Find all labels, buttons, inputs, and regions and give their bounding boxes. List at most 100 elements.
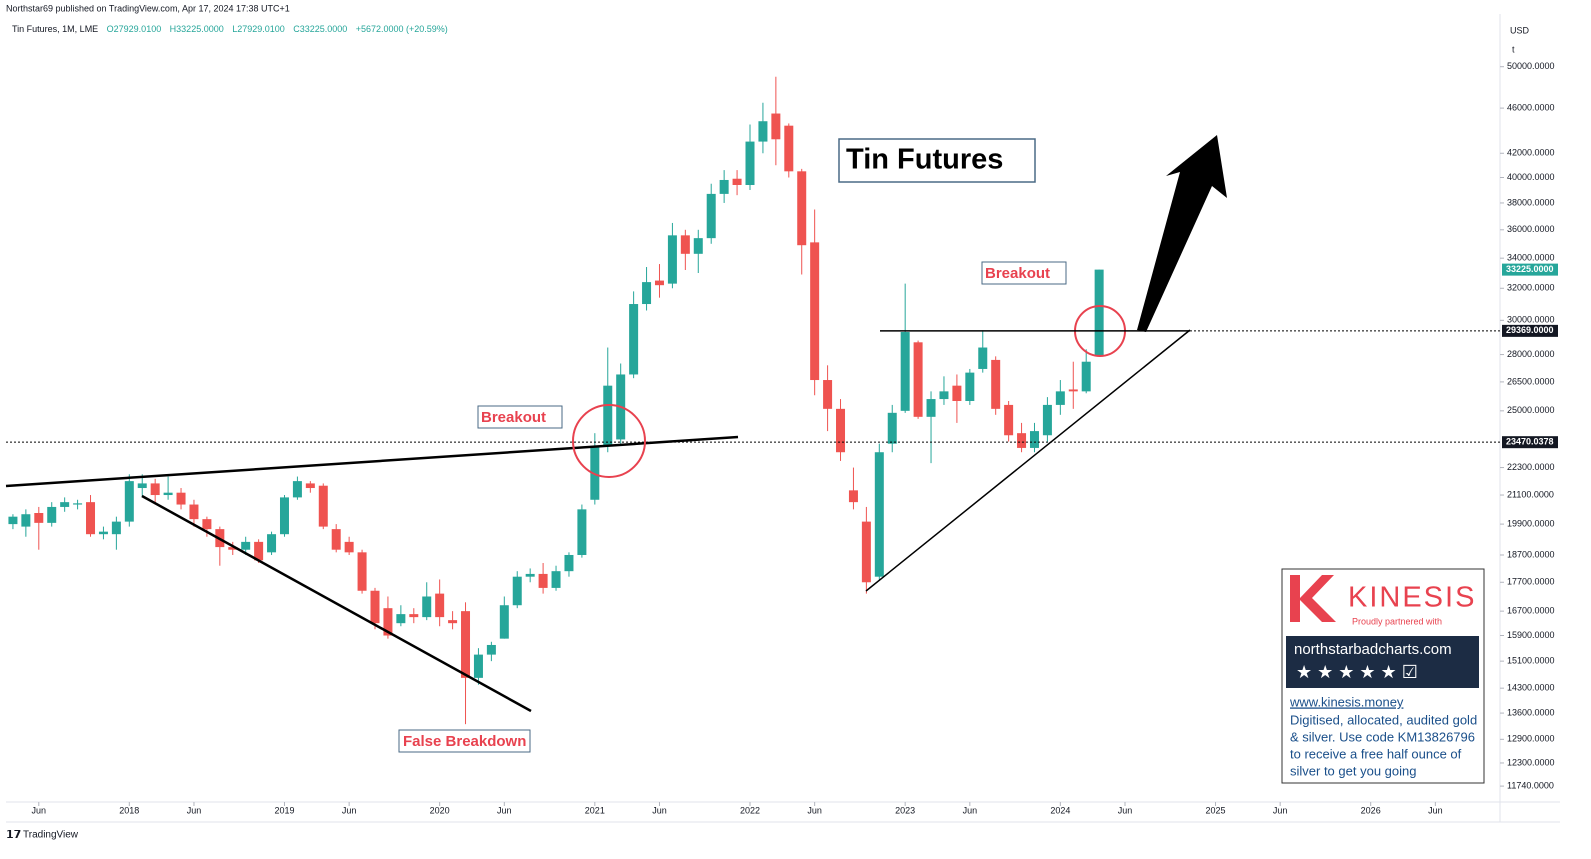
y-tick-label: 18700.0000 — [1507, 549, 1555, 559]
candle-body — [732, 178, 742, 185]
candle-body — [473, 654, 483, 678]
candle-body — [564, 554, 574, 572]
ad-stars: ★ ★ ★ ★ ★ ☑ — [1296, 662, 1418, 682]
candle-body — [124, 481, 134, 522]
candle-body — [448, 620, 458, 624]
candle-body — [887, 412, 897, 444]
y-tick-label: 12900.0000 — [1507, 734, 1555, 744]
candle-body — [680, 235, 690, 254]
x-tick-label: Jun — [32, 805, 47, 815]
x-tick-label: 2025 — [1206, 805, 1226, 815]
candle-body — [848, 490, 858, 503]
ad-banner — [1286, 636, 1479, 688]
price-line-label: 23470.0378 — [1506, 437, 1554, 447]
candle-body — [98, 531, 108, 535]
annotation-box — [398, 729, 531, 753]
price-line-label: 29369.0000 — [1506, 325, 1554, 335]
candle-body — [810, 242, 820, 381]
x-tick-label: 2023 — [895, 805, 915, 815]
candle-body — [1017, 433, 1027, 448]
candle-body — [719, 179, 729, 194]
ad-text: & silver. Use code KM13826796 — [1290, 729, 1475, 744]
close: C33225.0000 — [293, 24, 347, 34]
ad-tagline: Proudly partnered with — [1352, 616, 1442, 626]
price-line-label-bg — [1502, 324, 1558, 337]
candle-body — [34, 513, 44, 523]
annotation: Breakout — [985, 265, 1050, 282]
footer-brand: TradingView — [23, 830, 79, 841]
candle-body — [228, 547, 238, 550]
candle-body — [784, 125, 794, 172]
x-tick-label: Jun — [497, 805, 512, 815]
title-box — [838, 138, 1036, 183]
candle-body — [551, 571, 561, 588]
last-price-label: 33225.0000 — [1506, 264, 1554, 274]
candle-body — [254, 541, 264, 561]
y-tick-label: 15100.0000 — [1507, 656, 1555, 666]
y-tick-label: 13600.0000 — [1507, 707, 1555, 717]
x-tick-label: 2018 — [119, 805, 139, 815]
candle-body — [642, 282, 652, 305]
falling-trendline — [141, 494, 532, 713]
candle-body — [499, 605, 509, 639]
candle-body — [900, 332, 910, 411]
ad-text: Digitised, allocated, audited gold — [1290, 712, 1477, 727]
x-tick-label: Jun — [1118, 805, 1133, 815]
candle-body — [396, 614, 406, 624]
y-tick-label: 32000.0000 — [1507, 283, 1555, 293]
last-price-label-bg — [1502, 263, 1558, 276]
candle-body — [1004, 404, 1014, 436]
low: L27929.0100 — [232, 24, 285, 34]
x-tick-label: Jun — [652, 805, 667, 815]
candle-body — [305, 483, 315, 489]
candle-body — [978, 347, 988, 369]
candle-body — [952, 385, 962, 402]
x-tick-label: Jun — [187, 805, 202, 815]
drawings: Tin Futures Breakout Breakout False Brea… — [5, 135, 1227, 753]
change: +5672.0000 (+20.59%) — [356, 24, 448, 34]
candle-body — [654, 280, 664, 286]
published: Northstar69 published on TradingView.com… — [6, 3, 290, 13]
ad-text: silver to get you going — [1290, 763, 1416, 778]
y-tick-label: 16700.0000 — [1507, 606, 1555, 616]
candle-body — [706, 193, 716, 239]
candle-body — [137, 483, 147, 489]
candle-body — [512, 576, 522, 606]
y-tick-label: 42000.0000 — [1507, 148, 1555, 158]
candle-body — [163, 492, 173, 496]
x-tick-label: 2024 — [1050, 805, 1070, 815]
ad-link: www.kinesis.money — [1289, 694, 1404, 709]
y-tick-label: 36000.0000 — [1507, 224, 1555, 234]
ad-site: northstarbadcharts.com — [1294, 641, 1452, 658]
candle-body — [1055, 391, 1065, 405]
ad-panel: KINESIS Proudly partnered with northstar… — [1281, 568, 1485, 784]
y-tick-label: 40000.0000 — [1507, 172, 1555, 182]
candle-body — [292, 481, 302, 498]
x-tick-label: Jun — [807, 805, 822, 815]
candle-body — [241, 541, 251, 550]
candle-body — [965, 372, 975, 402]
ohlc-legend: Tin Futures, 1M, LME O27929.0100 H33225.… — [12, 21, 448, 38]
candle-body — [461, 611, 471, 678]
y-tick-label: 15900.0000 — [1507, 630, 1555, 640]
x-tick-label: 2021 — [585, 805, 605, 815]
y-tick-label: 14300.0000 — [1507, 683, 1555, 693]
candle-body — [603, 385, 613, 446]
candle-body — [771, 113, 781, 140]
candle-body — [279, 497, 289, 535]
symbol: Tin Futures, 1M, LME — [12, 24, 98, 34]
candle-body — [73, 503, 83, 505]
candle-body — [486, 644, 496, 655]
x-tick-label: Jun — [342, 805, 357, 815]
candle-body — [758, 121, 768, 142]
candle-body — [344, 541, 354, 553]
candle-body — [435, 593, 445, 618]
y-tick-label: 17700.0000 — [1507, 577, 1555, 587]
candle-body — [693, 238, 703, 254]
y-tick-label: 26500.0000 — [1507, 376, 1555, 386]
candle-body — [667, 235, 677, 284]
candle-body — [861, 521, 871, 583]
candle-body — [150, 483, 160, 496]
candle-body — [21, 514, 31, 527]
candle-body — [525, 573, 535, 577]
